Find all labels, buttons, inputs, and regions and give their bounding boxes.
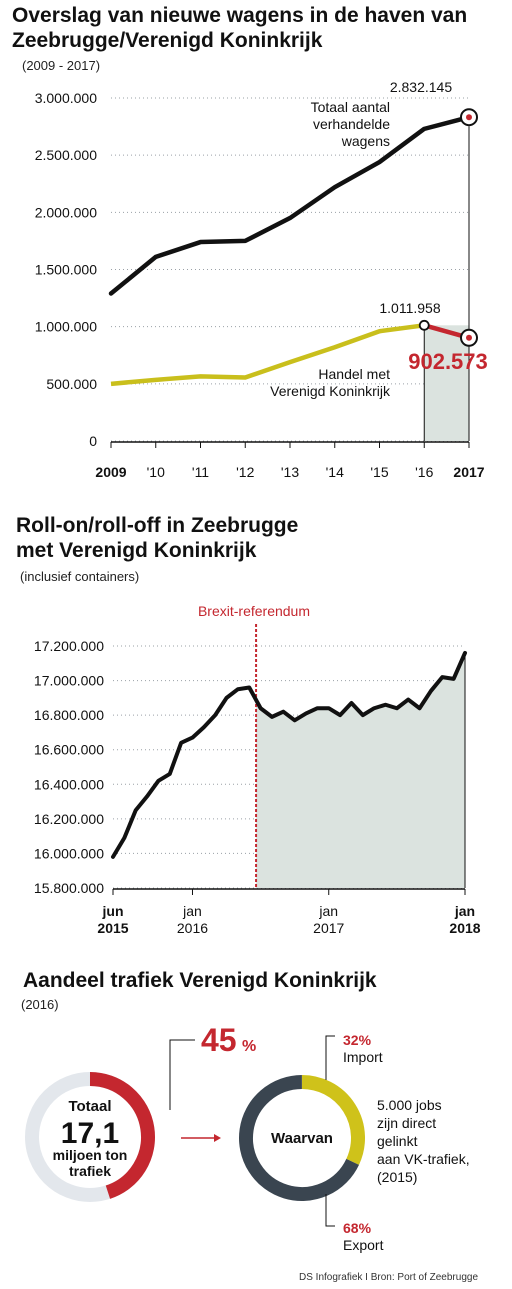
chart3-title: Aandeel trafiek Verenigd Koninkrijk xyxy=(23,969,377,992)
chart2-y-ticks: 17.200.000 17.000.000 16.800.000 16.600.000… xyxy=(34,638,104,896)
chart1-title-line1: Overslag van nieuwe wagens in de haven v… xyxy=(12,4,467,27)
chart1-total-label-line1: Totaal aantal xyxy=(311,99,390,115)
chart1-uk-label-line2: Verenigd Koninkrijk xyxy=(270,383,391,399)
chart-3: Aandeel trafiek Verenigd Koninkrijk (201… xyxy=(21,969,478,1283)
chart2-subtitle: (inclusief containers) xyxy=(20,569,139,584)
import-share: 32% xyxy=(343,1032,372,1048)
chart2-x-tick-label: jun xyxy=(102,903,124,919)
donut1-label-line1: Totaal xyxy=(68,1098,111,1115)
export-label: Export xyxy=(343,1237,384,1253)
chart2-x-tick-label: 2015 xyxy=(97,920,128,936)
import-leader-line xyxy=(325,1035,335,1080)
chart1-x-tick-label: '10 xyxy=(147,464,165,480)
chart1-total-label-line3: wagens xyxy=(341,133,390,149)
chart2-y-tick-label: 16.400.000 xyxy=(34,776,104,792)
chart2-series-line xyxy=(111,650,467,859)
note-line4: aan VK-trafiek, xyxy=(377,1151,470,1167)
chart2-y-tick-label: 15.800.000 xyxy=(34,880,104,896)
donut1-label-line3: miljoen ton xyxy=(53,1147,128,1163)
chart1-uk-2016-value: 1.011.958 xyxy=(379,300,440,316)
chart3-subtitle: (2016) xyxy=(21,997,59,1012)
total-end-marker-dot xyxy=(466,114,472,121)
chart1-marks xyxy=(108,108,478,448)
chart2-x-tick-label: jan xyxy=(318,903,338,919)
import-label: Import xyxy=(343,1049,383,1065)
arrow-head xyxy=(214,1134,221,1142)
note-line3: gelinkt xyxy=(377,1133,418,1149)
chart2-shaded-area xyxy=(256,652,465,888)
chart1-x-tick-label: '13 xyxy=(281,464,299,480)
chart1-y-tick-label: 0 xyxy=(89,433,97,449)
chart2-y-tick-label: 17.200.000 xyxy=(34,638,104,654)
chart1-uk-2017-value: 902.573 xyxy=(408,349,488,374)
chart1-x-tick-label: '16 xyxy=(415,464,433,480)
chart2-title-line2: met Verenigd Koninkrijk xyxy=(16,539,257,562)
chart3-donuts xyxy=(25,1035,365,1227)
chart1-x-tick-label: 2009 xyxy=(95,464,126,480)
chart1-subtitle: (2009 - 2017) xyxy=(22,58,100,73)
uk-2017-marker-dot xyxy=(466,334,472,341)
chart2-x-tick-label: jan xyxy=(182,903,202,919)
chart1-x-tick-label: '14 xyxy=(326,464,344,480)
series-total-line xyxy=(108,114,472,296)
chart1-total-label-line2: verhandelde xyxy=(313,116,390,132)
chart1-y-tick-label: 1.000.000 xyxy=(35,319,97,335)
chart1-y-tick-label: 2.500.000 xyxy=(35,147,97,163)
chart1-uk-label-line1: Handel met xyxy=(318,366,390,382)
series-uk-line xyxy=(110,323,425,387)
chart2-y-tick-label: 17.000.000 xyxy=(34,673,104,689)
note-line2: zijn direct xyxy=(377,1115,436,1131)
chart1-y-tick-label: 500.000 xyxy=(46,376,97,392)
chart1-x-ticks: 2009 '10 '11 '12 '13 '14 '15 '16 2017 xyxy=(95,464,484,480)
chart1-x-tick-label: '12 xyxy=(236,464,254,480)
footer-source: DS Infografiek I Bron: Port of Zeebrugge xyxy=(299,1272,478,1283)
uk-2016-marker xyxy=(418,319,430,331)
donut1-share-value: 45 xyxy=(201,1022,237,1058)
chart2-y-tick-label: 16.800.000 xyxy=(34,707,104,723)
donut2-export-arc xyxy=(239,1075,359,1201)
chart2-title-line1: Roll-on/roll-off in Zeebrugge xyxy=(16,514,298,537)
chart2-event-label: Brexit-referendum xyxy=(198,603,310,619)
chart1-y-ticks: 3.000.000 2.500.000 2.000.000 1.500.000 1.00… xyxy=(35,90,98,449)
chart2-x-tick-label: 2018 xyxy=(449,920,480,936)
donut1-leader-line xyxy=(169,1039,195,1110)
chart1-y-tick-label: 2.000.000 xyxy=(35,204,97,220)
chart1-title-line2: Zeebrugge/Verenigd Koninkrijk xyxy=(12,29,323,52)
donut1-label-line4: trafiek xyxy=(69,1163,111,1179)
chart1-total-end-value: 2.832.145 xyxy=(390,79,452,95)
donut1-share-unit: % xyxy=(242,1038,256,1055)
chart2-y-tick-label: 16.000.000 xyxy=(34,845,104,861)
chart-1: Overslag van nieuwe wagens in de haven v… xyxy=(12,4,488,480)
chart1-x-tick-label: '15 xyxy=(370,464,388,480)
chart1-x-tick-label: 2017 xyxy=(453,464,484,480)
chart1-y-tick-label: 1.500.000 xyxy=(35,262,97,278)
donut1-share-arc xyxy=(89,1072,155,1199)
export-share: 68% xyxy=(343,1220,372,1236)
note-line5: (2015) xyxy=(377,1169,417,1185)
donut2-center-label: Waarvan xyxy=(271,1130,333,1147)
note-line1: 5.000 jobs xyxy=(377,1097,442,1113)
chart2-y-tick-label: 16.200.000 xyxy=(34,811,104,827)
chart1-shaded-area xyxy=(424,325,469,441)
export-leader-line xyxy=(325,1194,335,1227)
chart2-x-tick-label: 2017 xyxy=(313,920,344,936)
chart1-y-tick-label: 3.000.000 xyxy=(35,90,97,106)
chart2-y-tick-label: 16.600.000 xyxy=(34,742,104,758)
chart2-x-tick-label: 2016 xyxy=(177,920,208,936)
donut2-import-arc xyxy=(301,1075,365,1165)
chart-2: Roll-on/roll-off in Zeebrugge met Vereni… xyxy=(16,514,481,936)
chart2-x-tick-label: jan xyxy=(454,903,475,919)
chart2-marks xyxy=(111,624,467,895)
chart1-x-tick-label: '11 xyxy=(192,464,209,480)
donut1-label-line2: 17,1 xyxy=(61,1117,119,1150)
